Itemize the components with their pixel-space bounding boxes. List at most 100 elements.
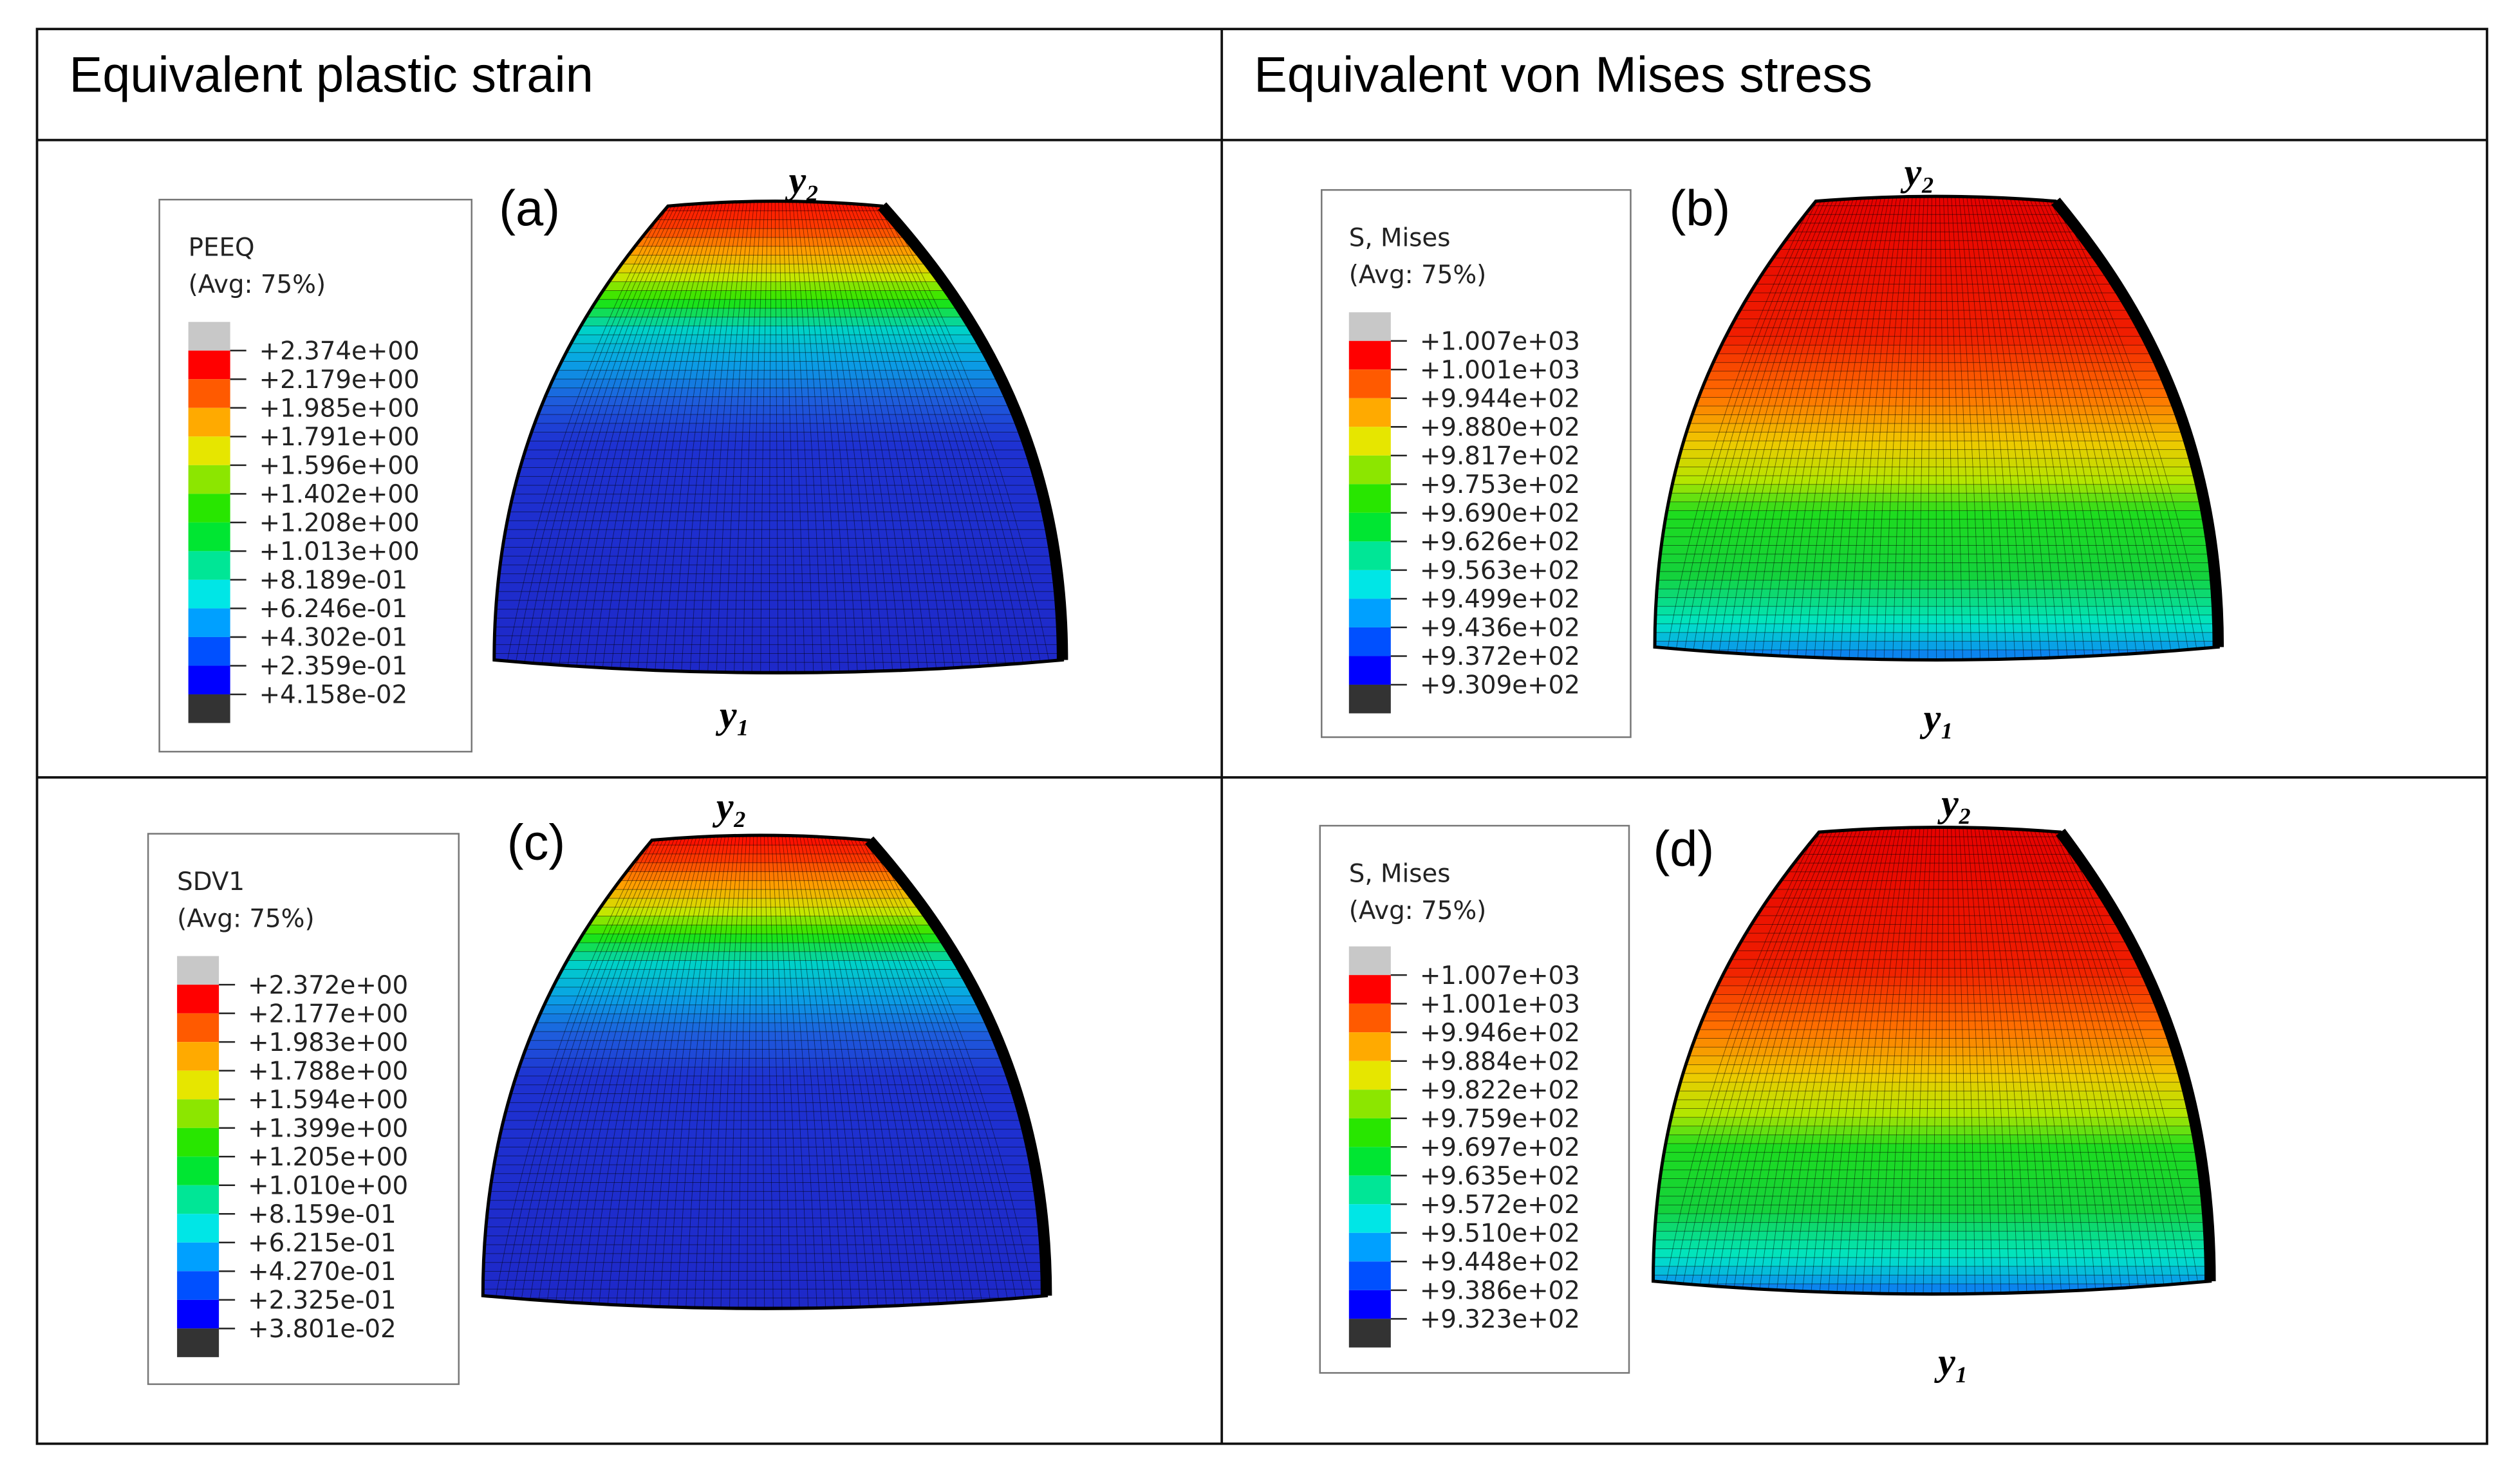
mesh-line xyxy=(2022,827,2124,1294)
mesh-line xyxy=(821,835,924,1309)
bottom-label: y₁ xyxy=(1920,696,1955,739)
dome-band xyxy=(494,440,1063,452)
legend-swatch xyxy=(188,350,230,380)
mesh-line xyxy=(808,201,868,673)
mesh-line xyxy=(1769,196,1865,660)
mesh-line xyxy=(609,201,712,673)
dome-band xyxy=(1653,1029,2210,1040)
dome-band xyxy=(494,378,1063,389)
mesh-line xyxy=(2051,196,2210,660)
dome-band xyxy=(494,432,1063,443)
mesh-line xyxy=(1775,827,1872,1294)
mesh-line xyxy=(832,201,930,673)
mesh-line xyxy=(1848,196,1899,660)
legend-tick-label: +2.372e+00 xyxy=(248,971,408,1000)
legend-tick-label: +9.817e+02 xyxy=(1420,442,1580,471)
mesh-line xyxy=(1690,196,1831,660)
legend-tick-label: +9.753e+02 xyxy=(1420,470,1580,499)
legend-tick-label: +9.690e+02 xyxy=(1420,499,1580,528)
mesh-line xyxy=(491,835,656,1309)
legend-swatch xyxy=(188,608,230,637)
mesh-line xyxy=(716,201,752,673)
dome-band xyxy=(1653,1012,2210,1023)
legend-swatch xyxy=(1348,1319,1391,1348)
legend-swatch xyxy=(1348,1147,1391,1176)
dome xyxy=(1653,827,2210,1294)
dome-band xyxy=(483,1049,1047,1060)
mesh-line xyxy=(600,201,709,673)
mesh-line xyxy=(790,835,844,1309)
mesh-line xyxy=(2033,827,2150,1294)
dome-band xyxy=(1654,344,2219,355)
dome-outline xyxy=(481,833,1048,1310)
mesh-line xyxy=(742,201,762,673)
dome-band xyxy=(494,405,1063,416)
mesh-line xyxy=(787,835,835,1309)
dome-band xyxy=(494,369,1063,380)
mesh-line xyxy=(561,835,683,1309)
mesh-line xyxy=(500,835,659,1309)
mesh-line xyxy=(526,835,669,1309)
mesh-line xyxy=(844,201,965,673)
mesh-line xyxy=(707,201,749,673)
legend-swatch xyxy=(1348,1232,1391,1262)
mesh-line xyxy=(2025,196,2148,660)
dome-band xyxy=(1654,353,2219,364)
legend-swatch xyxy=(1348,484,1391,513)
mesh-line xyxy=(2014,196,2122,660)
mesh-line xyxy=(1688,827,1834,1294)
mesh-line xyxy=(667,835,724,1309)
dome-band xyxy=(1653,1055,2210,1066)
mesh-line xyxy=(1984,196,2051,660)
mesh-line xyxy=(865,835,1038,1309)
top-label: y₂ xyxy=(1901,151,1935,194)
legend-swatch xyxy=(177,956,219,985)
mesh-line xyxy=(2049,827,2185,1294)
mesh-line xyxy=(606,835,700,1309)
mesh-line xyxy=(825,835,933,1309)
dome-band xyxy=(1654,475,2219,486)
dome-band xyxy=(1653,1169,2210,1180)
legend-swatch xyxy=(1348,1261,1391,1290)
mesh-line xyxy=(2000,827,2071,1294)
mesh-line xyxy=(760,835,765,1309)
mesh-line xyxy=(751,201,766,673)
mesh-line xyxy=(1954,196,1981,660)
legend-tick-label: +9.372e+02 xyxy=(1420,642,1580,671)
mesh-line xyxy=(868,201,1027,673)
mesh-line xyxy=(774,835,801,1309)
dome-band xyxy=(1653,1213,2210,1224)
legend-swatch xyxy=(177,1013,219,1043)
mesh-line xyxy=(1946,827,1950,1294)
mesh-line xyxy=(1950,827,1959,1294)
legend-swatch xyxy=(188,407,230,437)
mesh-line xyxy=(1914,827,1933,1294)
mesh-line xyxy=(1748,827,1861,1294)
legend-tick-label: +1.007e+03 xyxy=(1420,328,1580,357)
mesh-line xyxy=(685,835,731,1309)
mesh-line xyxy=(1973,196,2025,660)
dome-band xyxy=(1653,1082,2210,1093)
mesh-line xyxy=(725,201,756,673)
legend-swatch xyxy=(177,1185,219,1214)
mesh-line xyxy=(835,835,959,1309)
mesh-line xyxy=(794,201,832,673)
mesh-line xyxy=(680,201,739,673)
legend-tick-label: +2.177e+00 xyxy=(248,999,408,1028)
mesh-line xyxy=(1757,827,1865,1294)
mesh-line xyxy=(1905,827,1929,1294)
mesh-line xyxy=(2047,196,2201,660)
mesh-line xyxy=(1992,827,2054,1294)
mesh-line xyxy=(848,201,974,673)
dome-band xyxy=(483,1022,1047,1033)
mesh-line xyxy=(1977,196,2034,660)
mesh-line xyxy=(2056,827,2202,1294)
mesh-line xyxy=(797,835,862,1309)
mesh-line xyxy=(1879,827,1917,1294)
legend-swatch xyxy=(188,636,230,666)
mesh-line xyxy=(1984,827,2036,1294)
mesh-line xyxy=(1812,196,1884,660)
mesh-line xyxy=(798,201,841,673)
mesh-line xyxy=(1988,827,2045,1294)
